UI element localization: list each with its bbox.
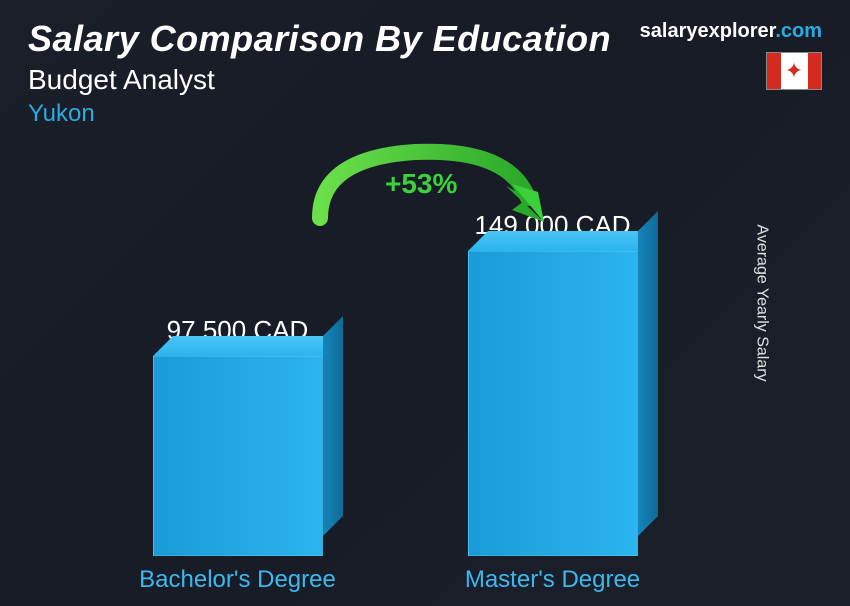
bar-group: 97,500 CADBachelor's Degree bbox=[153, 315, 323, 556]
bars-container: 97,500 CADBachelor's Degree 149,000 CADMa… bbox=[80, 150, 710, 556]
flag-canada-icon: ✦ bbox=[766, 52, 822, 90]
bar-3d bbox=[468, 251, 638, 556]
brand-logo: salaryexplorer.com bbox=[640, 20, 822, 43]
bar-label: Master's Degree bbox=[465, 566, 640, 594]
brand-name: salaryexplorer bbox=[640, 20, 776, 42]
bar-3d bbox=[153, 356, 323, 556]
bar-label: Bachelor's Degree bbox=[139, 566, 336, 594]
header: Salary Comparison By Education Budget An… bbox=[0, 0, 850, 128]
bar-chart: 97,500 CADBachelor's Degree 149,000 CADMa… bbox=[0, 150, 790, 606]
job-title: Budget Analyst bbox=[28, 64, 822, 96]
region-label: Yukon bbox=[28, 100, 822, 128]
bar-group: 149,000 CADMaster's Degree bbox=[468, 210, 638, 556]
brand-tld: .com bbox=[775, 20, 822, 42]
